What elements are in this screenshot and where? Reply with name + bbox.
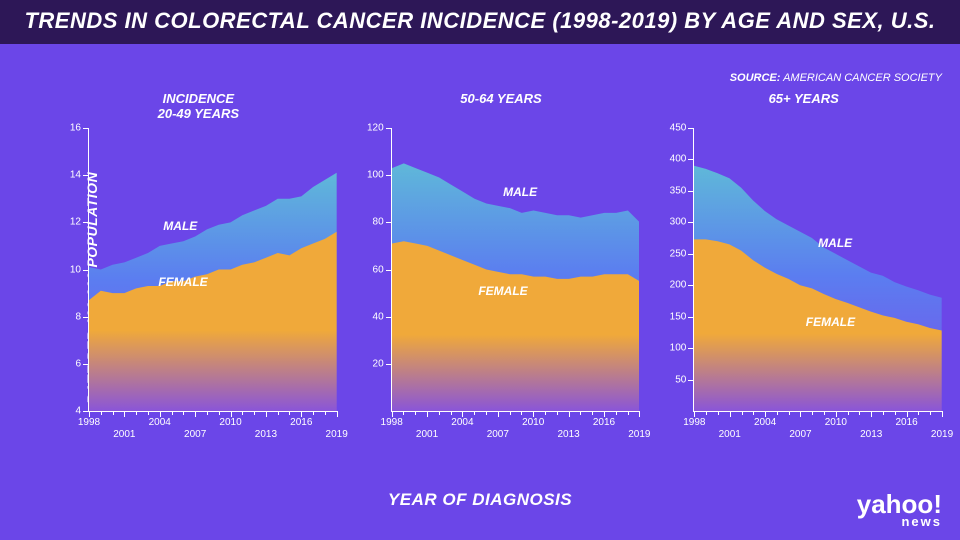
y-tick-label: 8	[75, 311, 89, 322]
y-tick-label: 14	[70, 170, 89, 181]
chart-panel: INCIDENCE 20-49 YEARS 4681012141619982004…	[56, 92, 341, 450]
title-band: TRENDS IN COLORECTAL CANCER INCIDENCE (1…	[0, 0, 960, 44]
x-axis-label: YEAR OF DIAGNOSIS	[0, 490, 960, 510]
chart-panel: 50-64 YEARS20406080100120199820042010201…	[359, 92, 644, 450]
y-tick-label: 100	[367, 170, 392, 181]
female-label: FEMALE	[806, 315, 855, 329]
male-label: MALE	[163, 219, 197, 233]
x-tick-label: 2019	[628, 411, 650, 440]
female-label: FEMALE	[478, 284, 527, 298]
x-tick-label: 2013	[255, 411, 277, 440]
x-tick-label: 2010	[522, 411, 544, 428]
y-tick-label: 60	[373, 264, 392, 275]
y-tick-label: 350	[670, 185, 695, 196]
y-tick-label: 250	[670, 248, 695, 259]
x-tick-label: 2010	[219, 411, 241, 428]
y-tick-label: 120	[367, 123, 392, 134]
area-svg	[89, 128, 337, 411]
plot-area: 5010015020025030035040045019982004201020…	[693, 128, 942, 412]
female-label: FEMALE	[158, 275, 207, 289]
x-tick-label: 2004	[149, 411, 171, 428]
panel-title: 65+ YEARS	[661, 92, 946, 107]
x-tick-label: 2019	[931, 411, 953, 440]
y-tick-label: 400	[670, 154, 695, 165]
x-tick-label: 2016	[290, 411, 312, 428]
area-svg	[392, 128, 640, 411]
x-tick-label: 2007	[487, 411, 509, 440]
y-tick-label: 80	[373, 217, 392, 228]
y-tick-label: 50	[675, 374, 694, 385]
x-tick-label: 1998	[78, 411, 100, 428]
y-tick-label: 150	[670, 311, 695, 322]
panels-row: INCIDENCE 20-49 YEARS 4681012141619982004…	[56, 92, 946, 450]
brand-logo: yahoo! news	[857, 493, 942, 528]
x-tick-label: 2004	[451, 411, 473, 428]
x-tick-label: 2001	[416, 411, 438, 440]
plot-area: 2040608010012019982004201020162001200720…	[391, 128, 640, 412]
y-tick-label: 200	[670, 280, 695, 291]
page-title: TRENDS IN COLORECTAL CANCER INCIDENCE (1…	[0, 8, 960, 34]
male-label: MALE	[818, 236, 852, 250]
source-line: SOURCE: AMERICAN CANCER SOCIETY	[730, 72, 942, 84]
y-tick-label: 12	[70, 217, 89, 228]
x-tick-label: 2004	[754, 411, 776, 428]
y-tick-label: 10	[70, 264, 89, 275]
x-tick-label: 2001	[113, 411, 135, 440]
y-tick-label: 16	[70, 123, 89, 134]
x-tick-label: 2013	[860, 411, 882, 440]
y-tick-label: 300	[670, 217, 695, 228]
x-tick-label: 2013	[557, 411, 579, 440]
panel-title: 50-64 YEARS	[359, 92, 644, 107]
male-label: MALE	[503, 185, 537, 199]
x-tick-label: 2007	[789, 411, 811, 440]
y-tick-label: 40	[373, 311, 392, 322]
panel-title: INCIDENCE 20-49 YEARS	[56, 92, 341, 122]
plot-area: 4681012141619982004201020162001200720132…	[88, 128, 337, 412]
y-tick-label: 100	[670, 343, 695, 354]
y-tick-label: 6	[75, 358, 89, 369]
x-tick-label: 2007	[184, 411, 206, 440]
chart-panel: 65+ YEARS5010015020025030035040045019982…	[661, 92, 946, 450]
y-tick-label: 20	[373, 358, 392, 369]
x-tick-label: 1998	[381, 411, 403, 428]
x-tick-label: 2016	[896, 411, 918, 428]
area-svg	[694, 128, 942, 411]
x-tick-label: 1998	[683, 411, 705, 428]
x-tick-label: 2016	[593, 411, 615, 428]
x-tick-label: 2001	[719, 411, 741, 440]
x-tick-label: 2010	[825, 411, 847, 428]
y-tick-label: 450	[670, 123, 695, 134]
x-tick-label: 2019	[326, 411, 348, 440]
